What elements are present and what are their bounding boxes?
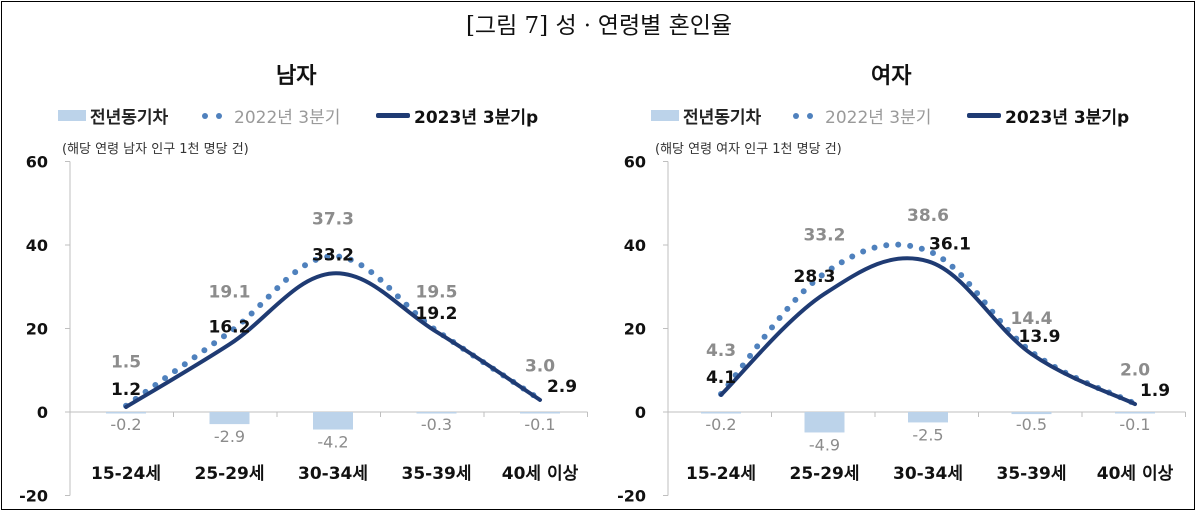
y-tick-label: 40 (26, 236, 48, 255)
data-label-diff: -4.2 (317, 433, 348, 452)
legend-item-diff: 전년동기차 (651, 103, 761, 128)
panel-title: 남자 (276, 64, 317, 89)
y-tick-label: 60 (624, 153, 646, 172)
figure-title: [그림 7] 성ㆍ연령별 혼인율 (465, 13, 733, 39)
data-label-2023: 28.3 (794, 267, 836, 287)
bar-diff (520, 412, 560, 414)
data-label-diff: -0.1 (524, 415, 555, 434)
x-tick-label: 35-39세 (401, 464, 471, 484)
data-label-2023: 13.9 (1019, 327, 1061, 347)
data-label-2023: 36.1 (929, 234, 971, 254)
data-label-2023: 33.2 (312, 245, 354, 265)
x-tick-label: 30-34세 (298, 464, 368, 484)
legend-line-swatch (967, 113, 1001, 118)
data-label-2022: 2.0 (1120, 361, 1150, 381)
y-tick-label: 60 (26, 153, 48, 172)
data-label-2023: 1.9 (1140, 381, 1170, 401)
legend-item-diff: 전년동기차 (58, 103, 168, 128)
panel-title: 여자 (871, 64, 912, 89)
x-tick-label: 35-39세 (996, 464, 1066, 484)
data-label-diff: -0.2 (110, 415, 141, 434)
bar-diff (313, 412, 353, 430)
data-label-2022: 3.0 (525, 356, 555, 376)
series-line-2022 (718, 241, 1138, 407)
data-label-diff: -4.9 (809, 435, 840, 454)
bar-diff (1011, 412, 1052, 415)
data-label-2022: 1.5 (111, 353, 141, 373)
y-tick-label: 20 (26, 320, 48, 339)
data-label-2022: 19.5 (416, 283, 458, 303)
data-label-diff: -0.2 (705, 415, 736, 434)
legend-label-2022: 2022년 3분기 (234, 108, 341, 128)
bar-diff (701, 412, 741, 414)
legend-dots-swatch (791, 111, 821, 121)
bar-diff (1115, 412, 1155, 414)
data-label-2022: 33.2 (804, 225, 846, 245)
data-label-2023: 4.1 (706, 368, 736, 388)
y-tick-label: 40 (624, 236, 646, 255)
bar-diff (209, 412, 250, 425)
data-label-2022: 19.1 (209, 282, 251, 302)
data-label-2023: 19.2 (416, 304, 458, 324)
bar-diff (804, 412, 845, 433)
data-label-2022: 37.3 (312, 209, 354, 229)
y-tick-label: -20 (617, 487, 646, 506)
legend-label-2022: 2022년 3분기 (825, 108, 932, 128)
data-label-2022: 38.6 (907, 206, 949, 226)
bar-diff (416, 412, 457, 414)
legend-bar-swatch (58, 110, 86, 121)
y-tick-label: -20 (19, 487, 48, 506)
chart-plot: 60 40 20 0 -20 15-24세 25-29세 30-34세 35-39세 40세 이상… (617, 153, 1186, 506)
x-tick-label: 25-29세 (789, 464, 859, 484)
chart-panel-female: 여자 전년동기차 2022년 3분기 2023년 3분기p (해당 연령 여자 … (599, 0, 1198, 513)
data-label-diff: -2.9 (214, 427, 245, 446)
data-label-2022: 14.4 (1011, 309, 1053, 329)
data-label-2023: 1.2 (111, 380, 141, 400)
unit-note: (해당 연령 여자 인구 1천 명당 건) (655, 142, 842, 157)
chart-panel-male: 남자 전년동기차 2022년 3분기 2023년 3분기p (해당 연령 남자 … (19, 64, 588, 506)
unit-note: (해당 연령 남자 인구 1천 명당 건) (62, 142, 249, 157)
x-tick-label: 15-24세 (91, 464, 161, 484)
x-tick-label: 30-34세 (893, 464, 963, 484)
x-tick-label: 40세 이상 (1097, 464, 1174, 484)
legend-item-2023: 2023년 3분기p (967, 103, 1129, 128)
y-tick-label: 20 (624, 320, 646, 339)
legend-item-2022: 2022년 3분기 (791, 103, 931, 128)
legend-label-diff: 전년동기차 (683, 108, 762, 128)
data-label-diff: -2.5 (912, 425, 943, 444)
legend-bar-swatch (651, 110, 679, 121)
data-label-diff: -0.3 (421, 415, 452, 434)
series-line-2023 (719, 256, 1137, 407)
x-tick-label: 15-24세 (686, 464, 756, 484)
y-tick-label: 0 (37, 403, 48, 422)
legend-item-2023: 2023년 3분기p (376, 103, 538, 128)
data-label-2023: 16.2 (209, 317, 251, 337)
x-tick-label: 25-29세 (194, 464, 264, 484)
chart-plot: 60 40 20 0 -20 15-24세 25-29세 30-34세 35-39세 40세 이상… (19, 153, 588, 506)
legend-label-2023: 2023년 3분기p (414, 108, 539, 128)
data-label-2023: 2.9 (547, 377, 577, 397)
legend-item-2022: 2022년 3분기 (200, 103, 340, 128)
x-tick-label: 40세 이상 (502, 464, 579, 484)
legend-dots-swatch (200, 111, 230, 121)
bar-diff (908, 412, 948, 423)
series-line-2023 (124, 271, 542, 409)
legend-line-swatch (376, 113, 410, 118)
data-label-2022: 4.3 (706, 341, 736, 361)
legend-label-diff: 전년동기차 (90, 108, 169, 128)
bar-diff (106, 412, 146, 414)
y-tick-label: 0 (635, 403, 646, 422)
data-label-diff: -0.5 (1016, 415, 1047, 434)
data-label-diff: -0.1 (1119, 415, 1150, 434)
series-line-2022 (123, 253, 543, 409)
legend-label-2023: 2023년 3분기p (1005, 108, 1130, 128)
